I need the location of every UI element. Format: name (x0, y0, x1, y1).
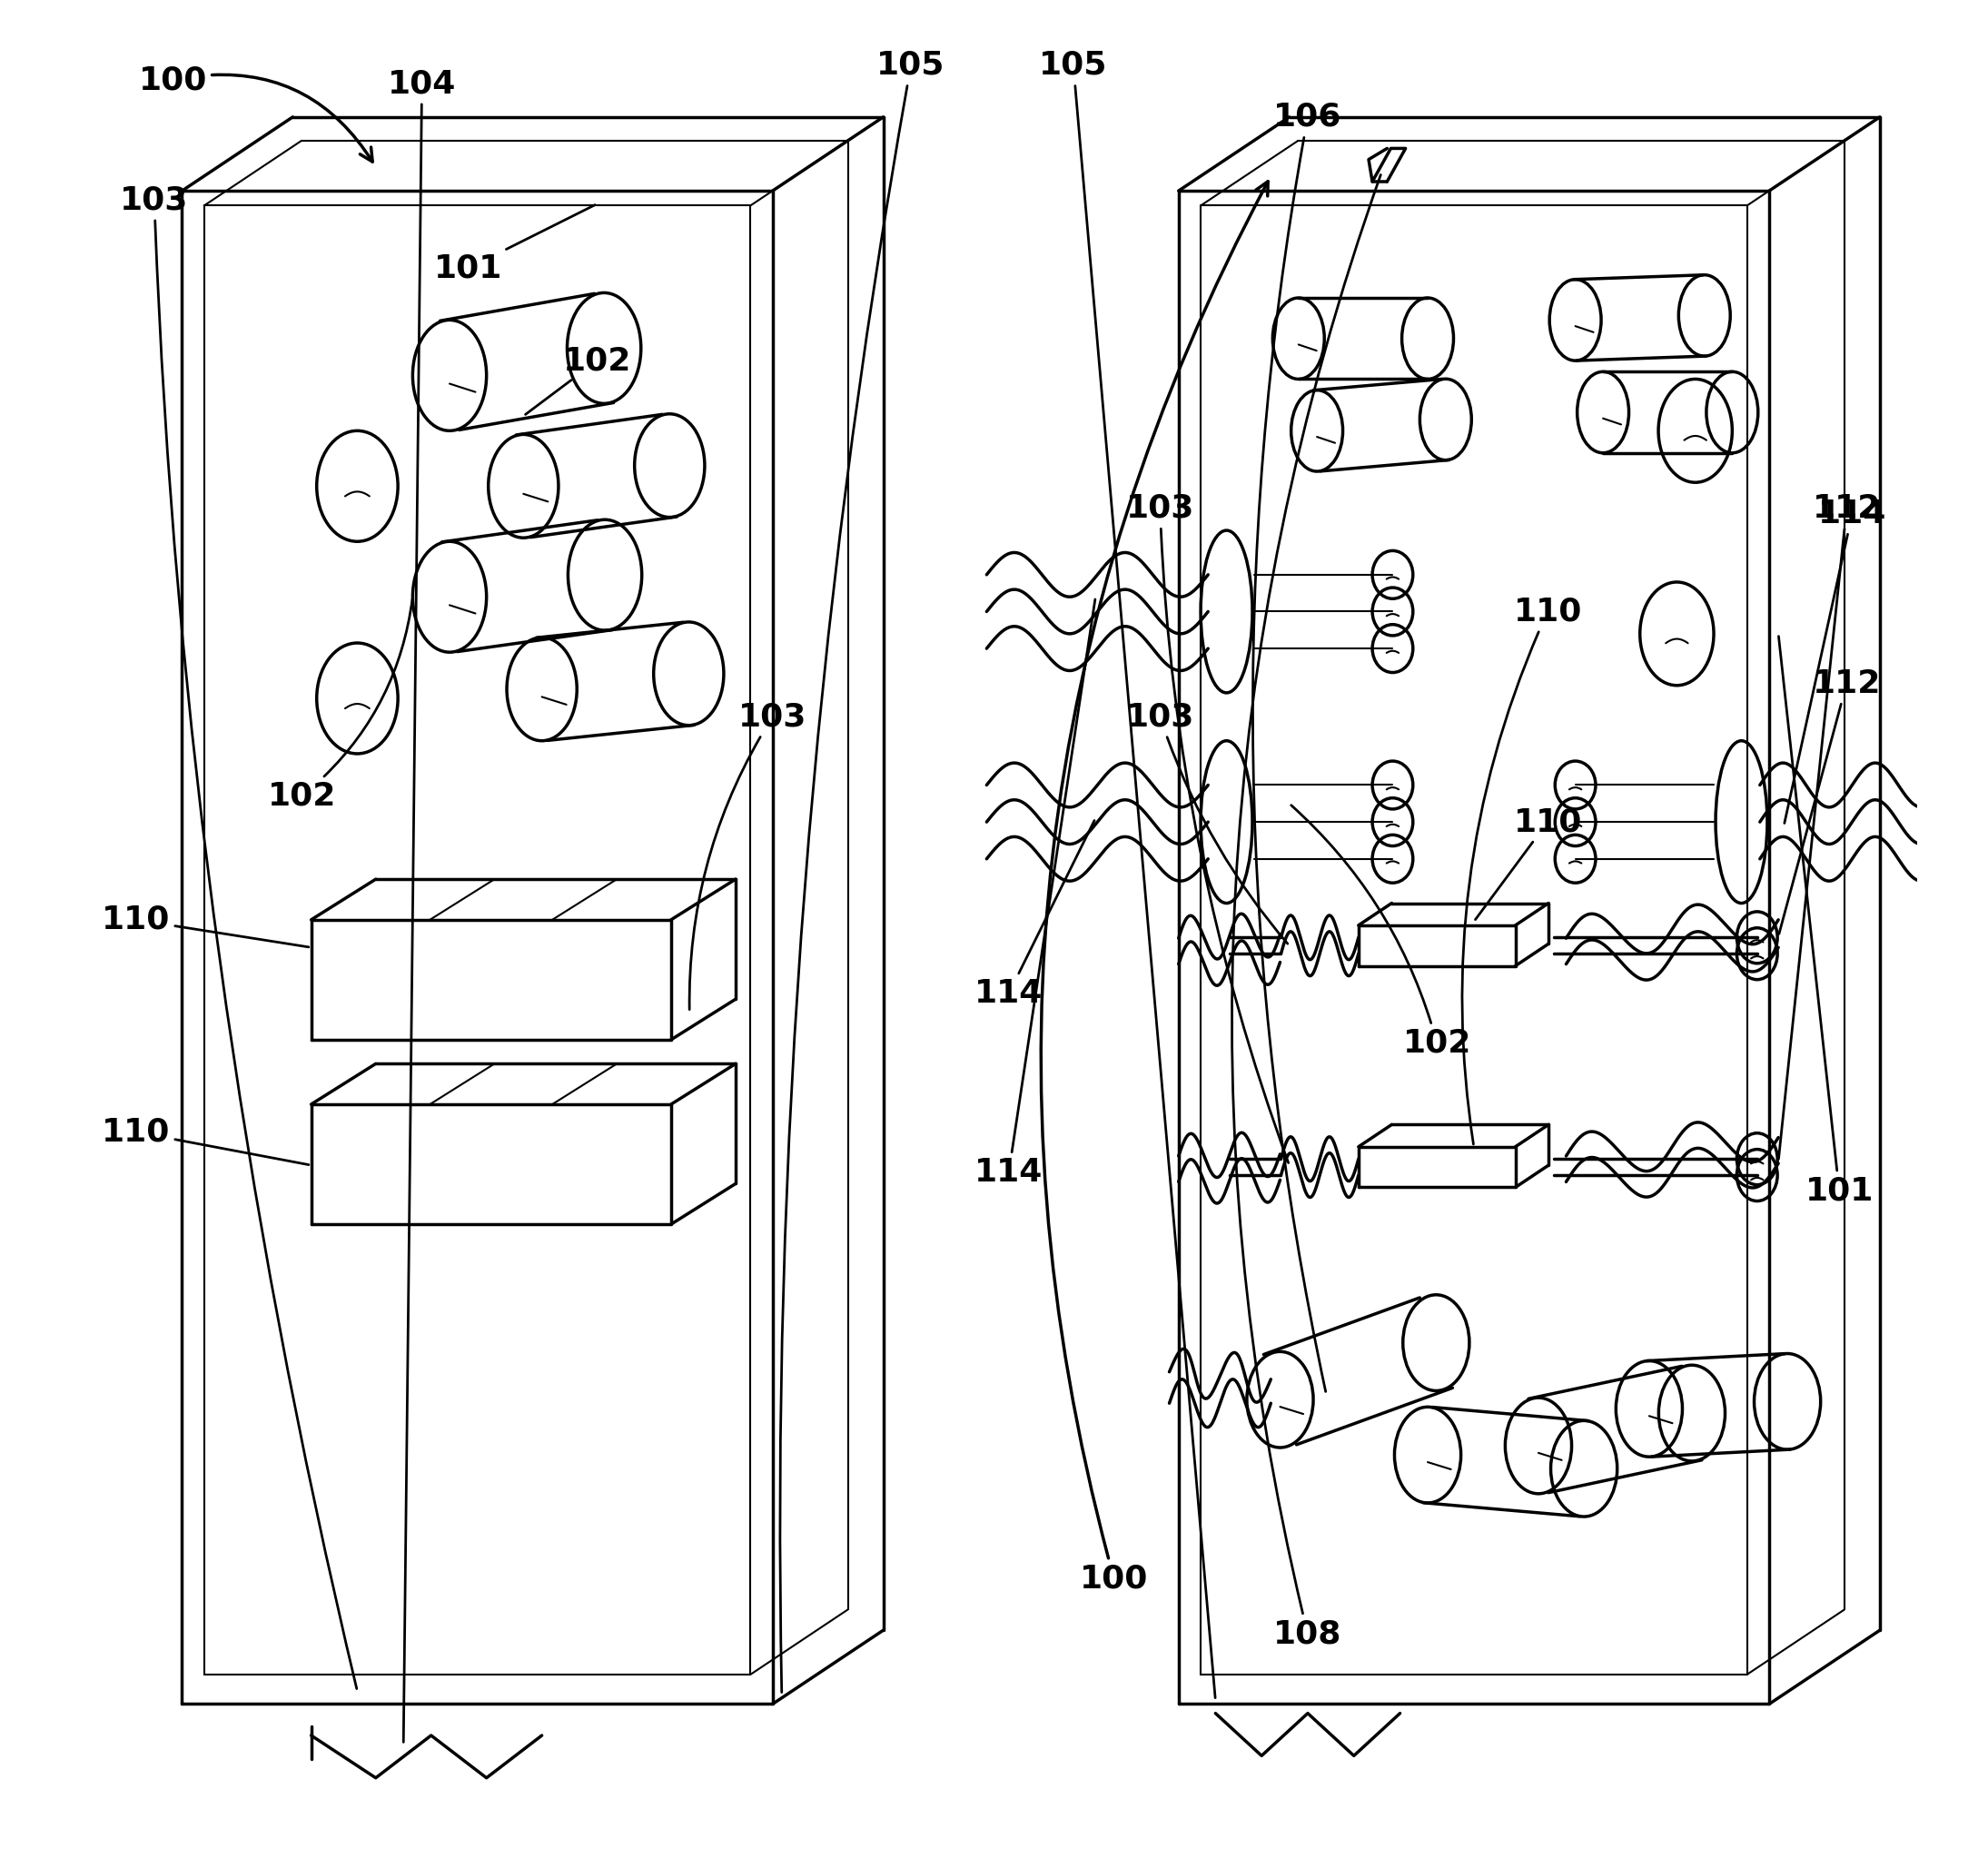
Text: 110: 110 (1475, 806, 1582, 920)
Text: 102: 102 (525, 346, 632, 414)
Text: 110: 110 (101, 1117, 308, 1165)
Text: 102: 102 (1290, 805, 1471, 1059)
Text: 105: 105 (779, 50, 944, 1693)
Text: 103: 103 (1125, 492, 1288, 1163)
Text: 101: 101 (433, 204, 594, 284)
Text: 114: 114 (974, 600, 1095, 1187)
Text: 102: 102 (268, 600, 412, 812)
Text: 103: 103 (690, 700, 807, 1009)
Text: 103: 103 (1125, 700, 1288, 944)
Text: 108: 108 (1233, 175, 1382, 1650)
Text: 105: 105 (1040, 50, 1215, 1698)
Text: 114: 114 (1785, 498, 1887, 823)
Text: 110: 110 (101, 905, 308, 948)
Text: 104: 104 (388, 69, 455, 1743)
Text: 114: 114 (974, 821, 1093, 1009)
Text: 112: 112 (1779, 492, 1881, 1159)
Text: 100: 100 (1042, 182, 1268, 1594)
Text: 110: 110 (1461, 596, 1582, 1145)
Text: 103: 103 (119, 184, 356, 1689)
Text: 112: 112 (1779, 669, 1881, 935)
Text: 106: 106 (1252, 102, 1342, 1392)
Text: 101: 101 (1779, 635, 1873, 1206)
Text: 100: 100 (139, 65, 372, 162)
